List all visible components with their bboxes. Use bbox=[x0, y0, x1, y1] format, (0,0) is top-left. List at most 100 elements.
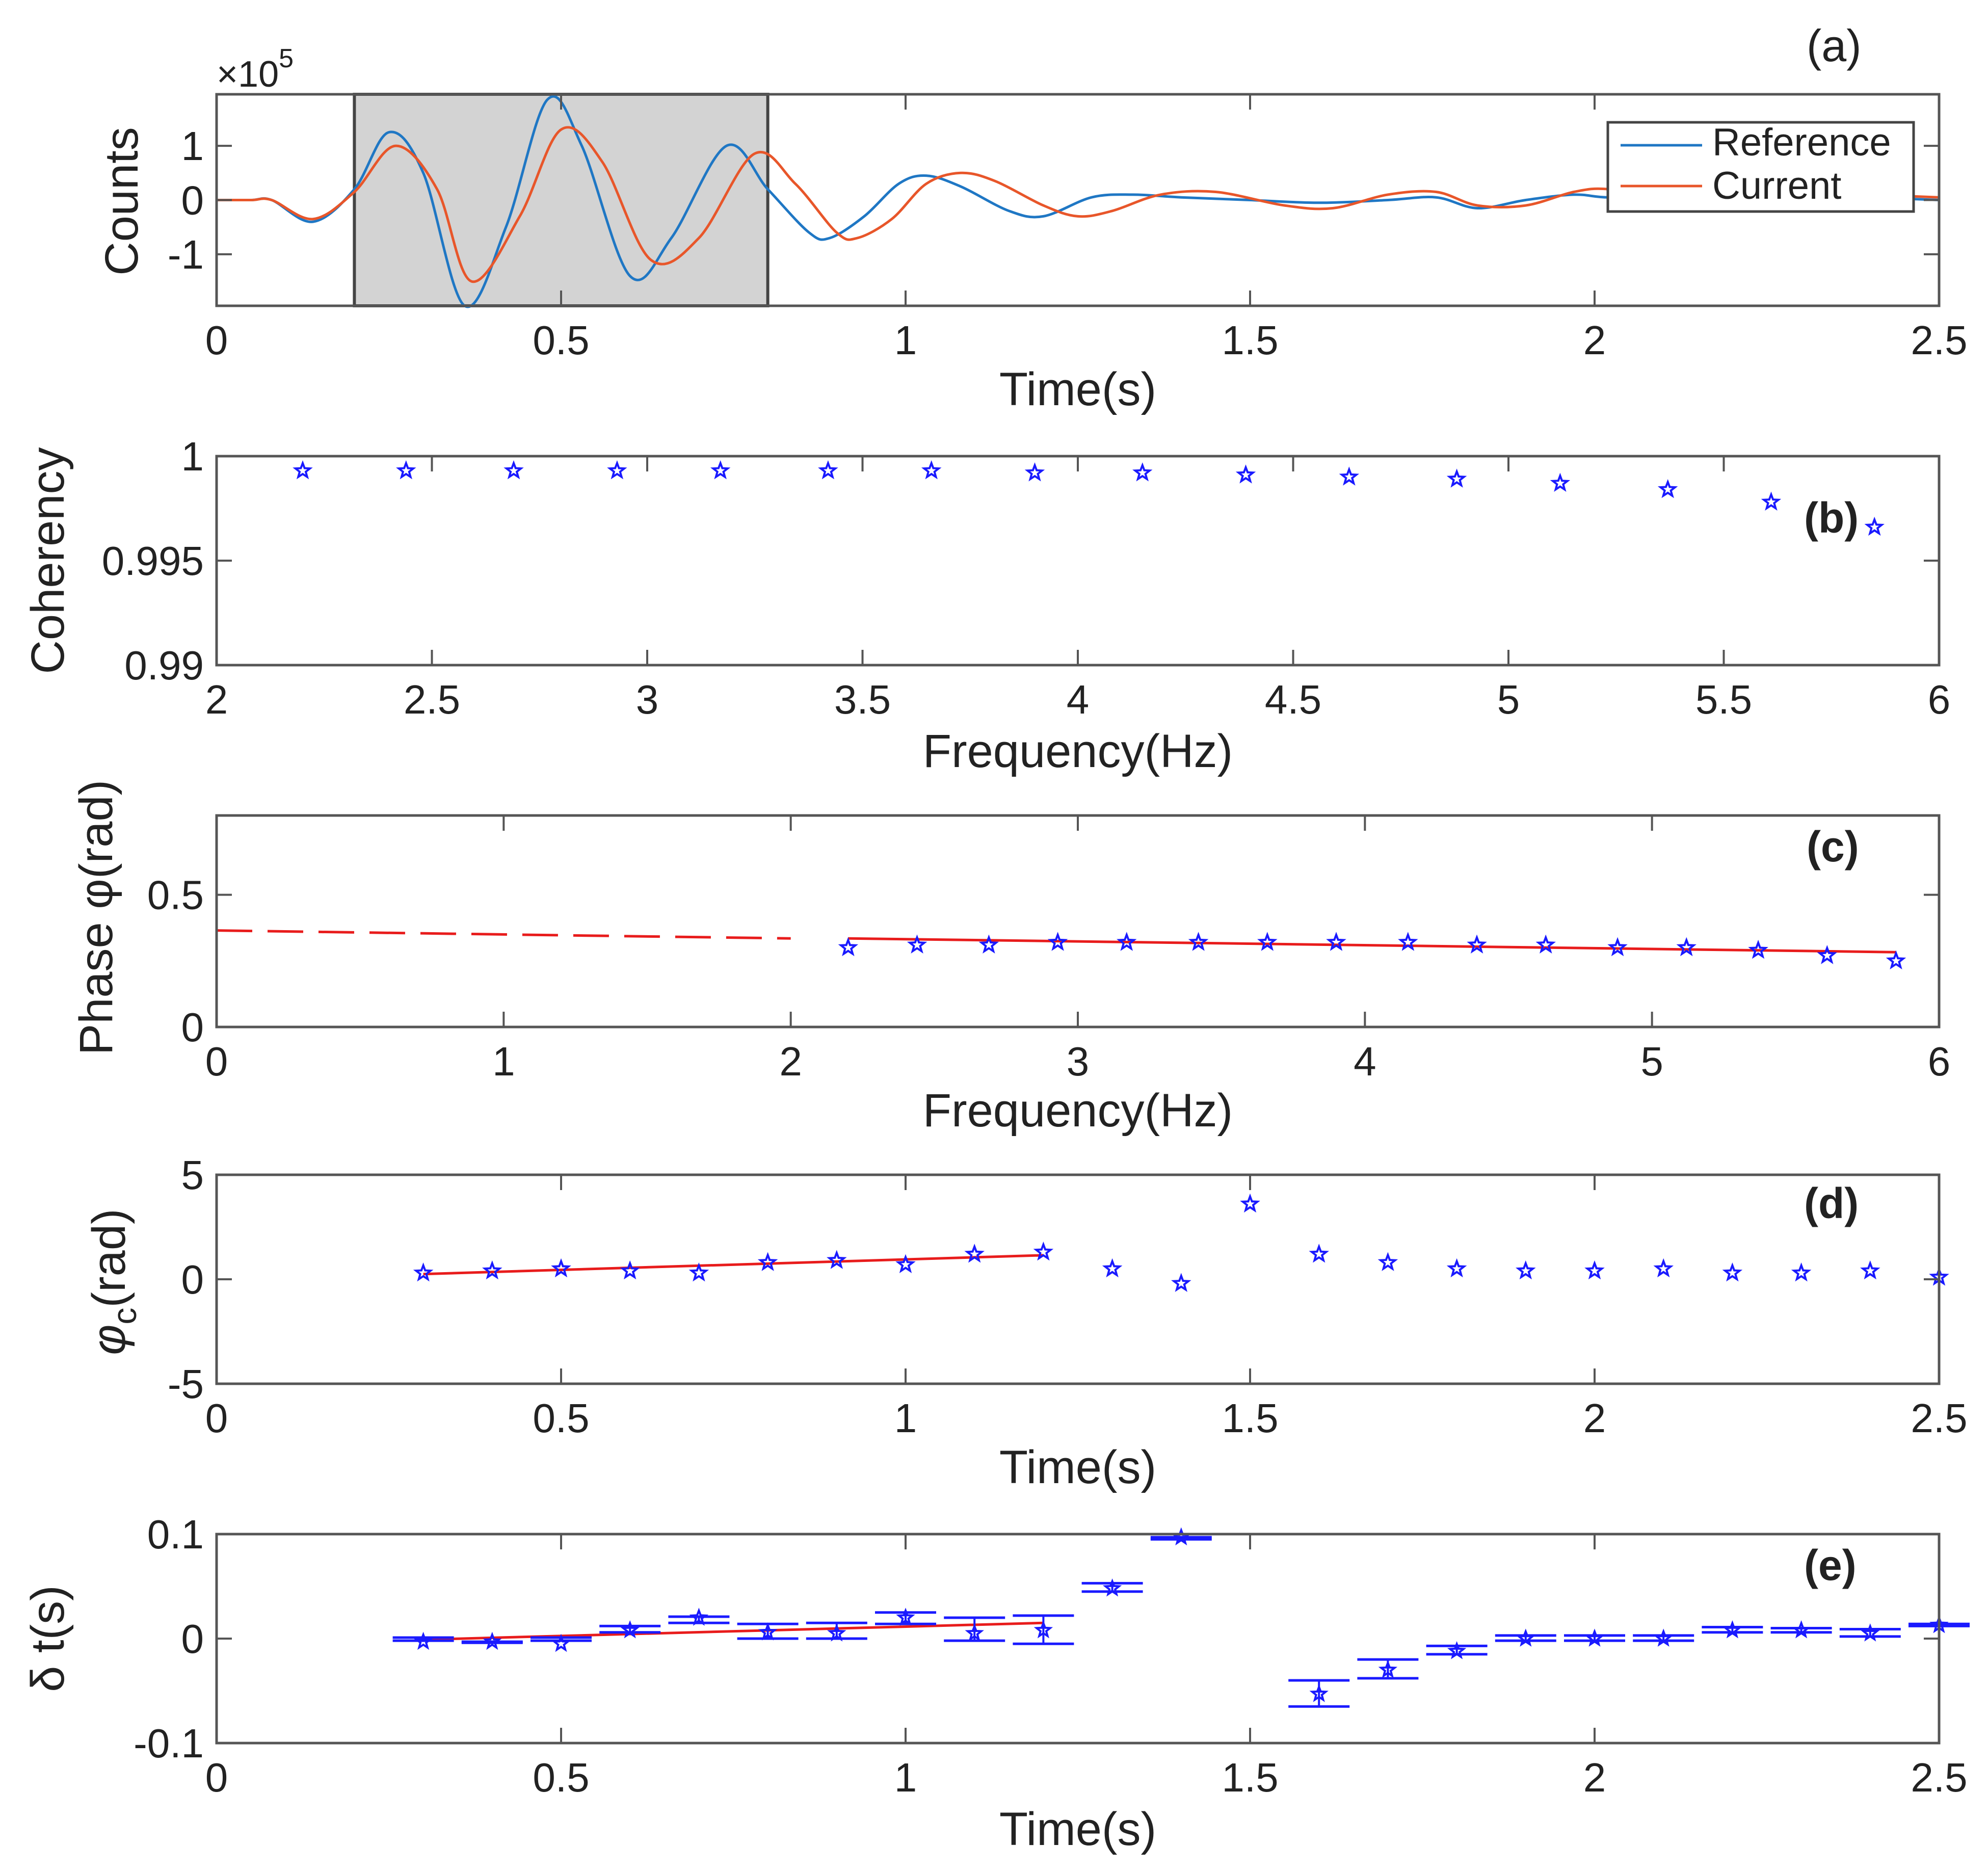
x-tick-label: 6 bbox=[1928, 677, 1951, 722]
phase-c-point bbox=[620, 1260, 640, 1280]
phase-point bbox=[1117, 932, 1137, 951]
delay-point bbox=[551, 1633, 571, 1652]
delay-point bbox=[1309, 1684, 1329, 1702]
panel-b: 2 2.5 3 3.5 4 4.5 5 5.5 6 0.99 0.995 1 (b) Coherenc… bbox=[22, 434, 1950, 777]
x-tick-label: 0 bbox=[205, 1755, 228, 1800]
x-tick-label: 2 bbox=[1583, 318, 1606, 363]
x-tick-label: 5 bbox=[1497, 677, 1520, 722]
phase-point bbox=[1326, 932, 1346, 951]
phase-c-point bbox=[827, 1250, 847, 1269]
x-tick-label: 1 bbox=[492, 1039, 515, 1084]
y-tick-label: -1 bbox=[168, 232, 204, 277]
coherency-point bbox=[921, 460, 942, 480]
fit-line bbox=[423, 1621, 1044, 1641]
x-axis-label-d: Time(s) bbox=[999, 1441, 1156, 1493]
phase-point bbox=[1748, 939, 1768, 959]
y-tick-label: 0 bbox=[181, 178, 204, 223]
phase-point bbox=[1398, 932, 1418, 951]
shaded-window bbox=[353, 93, 770, 307]
fit-line bbox=[423, 1254, 1044, 1276]
phase-point bbox=[1257, 932, 1278, 951]
phase-c-point bbox=[551, 1258, 571, 1278]
phase-c-point bbox=[1722, 1262, 1743, 1282]
y-tick-label: -0.1 bbox=[134, 1721, 204, 1766]
legend: Reference Current bbox=[1606, 121, 1915, 213]
x-tick-label: 2 bbox=[1583, 1395, 1606, 1441]
delay-point bbox=[1447, 1641, 1467, 1659]
phase-point bbox=[1188, 932, 1209, 951]
plot-frame bbox=[215, 1173, 1941, 1385]
y-axis-label-d-suffix: (rad) bbox=[83, 1208, 135, 1307]
coherency-point bbox=[607, 460, 627, 480]
tick-labels: 0 0.5 1 1.5 2 2.5-505 bbox=[168, 1152, 1968, 1441]
y-axis-label-a: Counts bbox=[96, 127, 148, 276]
x-tick-label: 1.5 bbox=[1222, 318, 1278, 363]
coherency-markers bbox=[293, 460, 1885, 536]
phase-point bbox=[1886, 950, 1906, 970]
phase-c-point bbox=[1033, 1241, 1054, 1261]
phase-c-point bbox=[1653, 1258, 1674, 1278]
delay-point bbox=[1033, 1620, 1053, 1639]
y-axis-label-b: Coherency bbox=[22, 447, 74, 674]
phase-markers bbox=[838, 932, 1906, 970]
y-tick-label: 1 bbox=[181, 434, 204, 479]
phase-c-point bbox=[1171, 1273, 1191, 1292]
phase-c-point bbox=[1446, 1258, 1467, 1278]
y-tick-label: 0.1 bbox=[147, 1512, 204, 1557]
delay-point bbox=[1378, 1659, 1398, 1678]
coherency-point bbox=[818, 460, 838, 480]
x-tick-label: 2.5 bbox=[404, 677, 460, 722]
fit-line bbox=[848, 937, 1896, 954]
panel-d: 0 0.5 1 1.5 2 2.5-505 (d) φc(rad) Time(s) bbox=[83, 1152, 1968, 1493]
x-tick-label: 4 bbox=[1354, 1039, 1376, 1084]
coherency-point bbox=[503, 460, 524, 480]
panel-label-a: (a) bbox=[1807, 20, 1862, 71]
y-tick-label: 1 bbox=[181, 123, 204, 169]
phase-c-point bbox=[1102, 1258, 1123, 1278]
delay-point bbox=[483, 1631, 502, 1650]
y-axis-label-c: Phase φ(rad) bbox=[70, 780, 122, 1055]
panel-label-e: (e) bbox=[1804, 1541, 1857, 1589]
panel-label-d: (d) bbox=[1804, 1179, 1859, 1227]
coherency-point bbox=[293, 460, 313, 480]
x-tick-label: 0 bbox=[205, 318, 228, 363]
y-multiplier-base: ×10 bbox=[217, 54, 279, 95]
x-tick-label: 1 bbox=[894, 318, 917, 363]
coherency-point bbox=[1024, 462, 1045, 482]
y-tick-label: -5 bbox=[168, 1361, 204, 1407]
coherency-point bbox=[710, 460, 731, 480]
y-multiplier-exponent: 5 bbox=[279, 44, 294, 73]
x-axis-label-e: Time(s) bbox=[999, 1803, 1156, 1855]
x-tick-label: 3 bbox=[1067, 1039, 1090, 1084]
phase-point bbox=[1535, 934, 1556, 954]
x-tick-label: 2 bbox=[779, 1039, 802, 1084]
panel-e: 0 0.5 1 1.5 2 2.5-0.100.1 (e) δ t(s) Time(s) bbox=[22, 1512, 1970, 1855]
x-tick-label: 2.5 bbox=[1911, 1395, 1967, 1441]
delay-point bbox=[689, 1608, 709, 1626]
coherency-point bbox=[1339, 466, 1360, 486]
x-tick-label: 2.5 bbox=[1911, 1755, 1967, 1800]
y-tick-label: 0.5 bbox=[147, 873, 204, 918]
delay-point bbox=[758, 1622, 778, 1641]
x-tick-label: 0.5 bbox=[533, 318, 589, 363]
y-tick-label: 0 bbox=[181, 1257, 204, 1302]
x-axis-label-c: Frequency(Hz) bbox=[923, 1085, 1233, 1137]
error-bars bbox=[392, 1536, 1970, 1708]
phase-c-point bbox=[1791, 1262, 1812, 1282]
x-tick-label: 5.5 bbox=[1695, 677, 1752, 722]
phase-c-point bbox=[1584, 1260, 1605, 1280]
x-tick-label: 4 bbox=[1067, 677, 1090, 722]
delay-point bbox=[827, 1623, 846, 1642]
x-tick-label: 0.5 bbox=[533, 1395, 589, 1441]
coherency-point bbox=[396, 460, 416, 480]
phase-point bbox=[838, 937, 859, 957]
tick-labels: 0 0.5 1 1.5 2 2.5-101 bbox=[168, 94, 1968, 363]
coherency-point bbox=[1864, 516, 1885, 536]
delay-point bbox=[896, 1608, 915, 1626]
phase-point bbox=[1467, 934, 1487, 954]
y-axis-label-d: φc(rad) bbox=[83, 1208, 143, 1355]
phase-c-markers bbox=[413, 1193, 1949, 1292]
phase-point bbox=[907, 934, 927, 954]
delay-markers bbox=[413, 1527, 1949, 1702]
